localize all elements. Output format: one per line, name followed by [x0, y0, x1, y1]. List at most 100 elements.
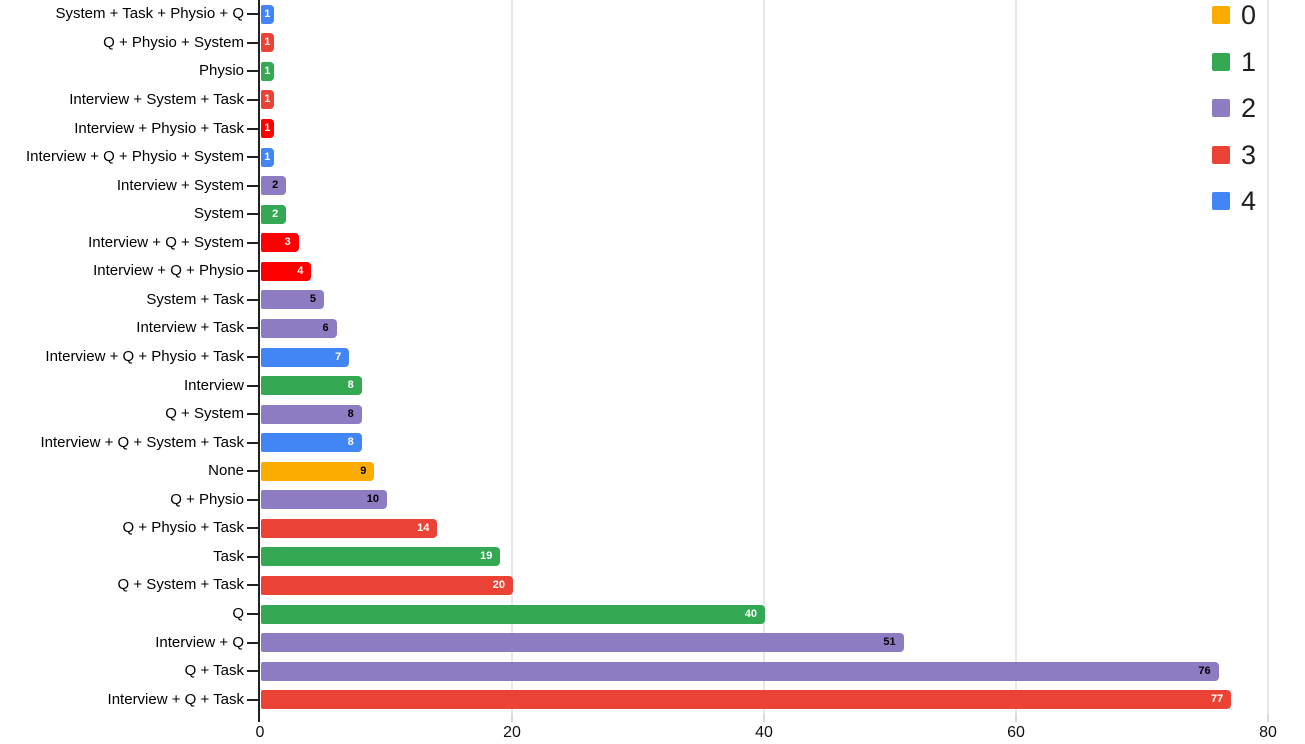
bar — [261, 204, 287, 224]
bar — [261, 61, 274, 81]
bar — [261, 290, 324, 310]
gridline — [763, 0, 765, 714]
bar-value-label: 8 — [347, 407, 354, 420]
category-tick — [247, 98, 258, 101]
bar-value-label: 1 — [264, 7, 271, 20]
bar-value-label: 14 — [417, 521, 430, 534]
legend-swatch — [1212, 52, 1230, 71]
bar — [261, 147, 274, 167]
category-tick — [247, 184, 258, 187]
bar — [261, 119, 274, 139]
legend-swatch — [1212, 99, 1230, 118]
category-label: Q — [232, 605, 244, 623]
category-tick — [247, 584, 258, 587]
bar-value-label: 51 — [883, 636, 896, 649]
y-axis-line — [258, 0, 260, 722]
category-tick — [247, 698, 258, 701]
category-tick — [247, 470, 258, 473]
category-label: Interview + Q + System — [88, 233, 244, 251]
bar — [261, 575, 513, 595]
bar — [261, 461, 375, 481]
x-tick-label: 60 — [1007, 724, 1025, 741]
bar-value-label: 77 — [1210, 693, 1224, 706]
category-label: Q + Physio — [170, 490, 244, 508]
category-tick — [247, 127, 258, 130]
bar-value-label: 8 — [347, 436, 354, 449]
category-tick — [247, 270, 258, 273]
bar — [261, 261, 312, 281]
x-tick-label: 20 — [503, 724, 521, 741]
bar — [261, 318, 337, 338]
legend-label: 3 — [1241, 139, 1257, 170]
bar — [261, 4, 274, 24]
legend-label: 4 — [1241, 186, 1257, 217]
category-tick — [247, 527, 258, 530]
gridline — [1015, 0, 1017, 714]
category-tick — [247, 241, 258, 244]
x-axis-tick — [1267, 714, 1269, 722]
category-tick — [247, 41, 258, 44]
bar — [261, 547, 501, 567]
x-tick-label: 80 — [1259, 724, 1277, 741]
category-tick — [247, 441, 258, 444]
category-label: Physio — [198, 62, 244, 80]
category-label: Interview + Physio + Task — [74, 119, 244, 137]
x-tick-label: 40 — [755, 724, 773, 741]
category-tick — [247, 13, 258, 16]
legend-item: 1 — [1212, 46, 1257, 77]
bar-value-label: 76 — [1198, 664, 1211, 677]
category-tick — [247, 213, 258, 216]
bar — [261, 404, 362, 424]
legend-swatch — [1212, 192, 1230, 211]
bar-value-label: 3 — [284, 236, 291, 249]
bar — [261, 233, 299, 253]
category-label: Interview + System + Task — [69, 90, 244, 108]
category-tick — [247, 555, 258, 558]
legend-label: 1 — [1241, 46, 1257, 77]
bar-value-label: 1 — [264, 36, 271, 49]
category-label: Q + Physio + System — [103, 33, 244, 51]
bar-value-label: 2 — [272, 179, 279, 192]
bar-value-label: 40 — [744, 607, 757, 620]
category-label: Interview + Q + Physio + System — [25, 148, 244, 166]
bar-value-label: 7 — [335, 350, 342, 363]
bar-value-label: 5 — [309, 293, 316, 306]
category-label: Interview + Q + Physio — [93, 262, 244, 280]
category-tick — [247, 327, 258, 330]
bar — [261, 347, 350, 367]
bar-value-label: 6 — [322, 321, 329, 334]
category-label: System + Task + Physio + Q — [55, 5, 244, 23]
gridline — [1267, 0, 1269, 714]
bar-value-label: 1 — [264, 122, 271, 135]
category-label: Interview — [183, 376, 244, 394]
category-tick — [247, 498, 258, 501]
category-tick — [247, 70, 258, 73]
bar — [261, 518, 438, 538]
category-label: System — [193, 205, 244, 223]
bar-value-label: 10 — [366, 493, 379, 506]
category-tick — [247, 156, 258, 159]
legend-label: 2 — [1241, 93, 1257, 124]
legend-item: 0 — [1212, 2, 1256, 29]
bar — [261, 490, 387, 510]
bar — [261, 33, 274, 53]
bar-value-label: 19 — [480, 550, 493, 563]
category-label: Q + Physio + Task — [122, 519, 244, 537]
bar-value-label: 8 — [347, 379, 354, 392]
legend-item: 4 — [1212, 186, 1257, 217]
x-axis-tick — [511, 714, 513, 722]
bar-value-label: 1 — [264, 93, 271, 106]
x-axis-tick — [763, 714, 765, 722]
category-tick — [247, 413, 258, 416]
category-tick — [247, 384, 258, 387]
bar-value-label: 9 — [360, 464, 367, 477]
category-label: Interview + Q — [155, 633, 244, 651]
bar-value-label: 1 — [264, 64, 271, 77]
bar — [261, 176, 287, 196]
legend-item: 3 — [1212, 139, 1257, 170]
x-axis-tick — [1015, 714, 1017, 722]
bar-value-label: 20 — [492, 578, 505, 591]
x-tick-label: 0 — [255, 724, 265, 741]
bar — [261, 661, 1219, 681]
bar — [261, 90, 274, 110]
